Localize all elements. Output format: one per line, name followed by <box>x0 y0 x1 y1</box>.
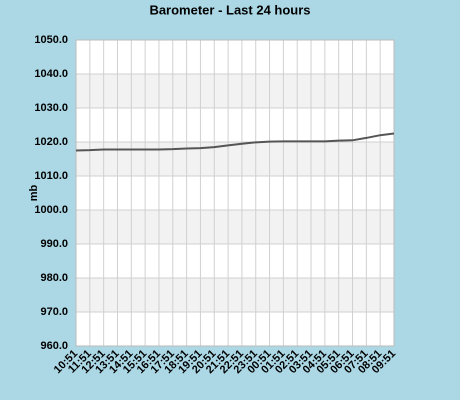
grid-band <box>76 278 394 312</box>
grid-band <box>76 142 394 176</box>
y-tick-label: 970.0 <box>40 306 68 318</box>
y-tick-label: 1010.0 <box>34 170 68 182</box>
plot-border <box>75 39 395 347</box>
y-tick-label: 960.0 <box>40 340 68 352</box>
y-tick-label: 1050.0 <box>34 34 68 46</box>
y-tick-label: 980.0 <box>40 272 68 284</box>
y-axis-label: mb <box>28 184 40 201</box>
y-tick-label: 1030.0 <box>34 102 68 114</box>
grid-band <box>76 74 394 108</box>
grid-band <box>76 210 394 244</box>
chart-title: Barometer - Last 24 hours <box>149 2 310 17</box>
y-tick-label: 1040.0 <box>34 68 68 80</box>
y-tick-label: 1000.0 <box>34 204 68 216</box>
y-tick-label: 1020.0 <box>34 136 68 148</box>
line <box>75 132 395 152</box>
y-tick-label: 990.0 <box>40 238 68 250</box>
